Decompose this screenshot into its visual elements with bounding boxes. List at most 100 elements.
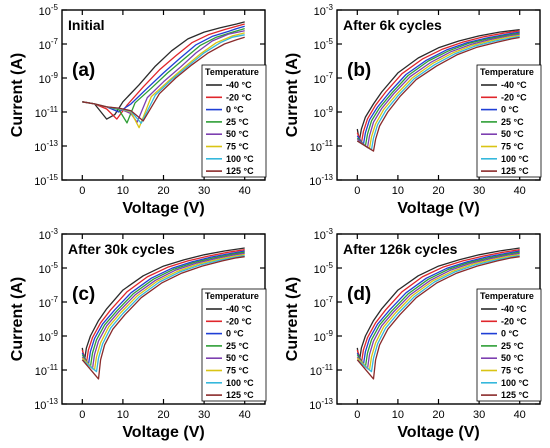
series-line — [82, 23, 245, 120]
y-tick-label: 10-5 — [314, 37, 334, 52]
series-line — [82, 21, 245, 120]
x-tick-label: 20 — [157, 409, 169, 421]
series-line — [81, 256, 245, 380]
legend-entry: -20 °C — [501, 92, 527, 102]
x-axis-label: Voltage (V) — [122, 424, 204, 441]
legend: Temperature -40 °C -20 °C 0 °C 25 °C 50 °C 75 … — [476, 288, 542, 402]
legend: Temperature -40 °C -20 °C 0 °C 25 °C 50 °C 75 … — [201, 64, 267, 178]
y-tick-label: 10-13 — [34, 139, 58, 154]
x-axis-label: Voltage (V) — [397, 200, 479, 217]
y-tick-label: 10-5 — [39, 261, 59, 276]
legend-entry: 50 °C — [226, 129, 249, 139]
y-tick-label: 10-13 — [309, 397, 333, 412]
x-tick-label: 0 — [79, 185, 85, 197]
x-tick-label: 40 — [239, 409, 251, 421]
legend-entry: -40 °C — [226, 80, 252, 90]
legend-entry: 25 °C — [501, 117, 524, 127]
legend-entry: 75 °C — [226, 142, 249, 152]
series-line — [356, 253, 520, 371]
y-tick-label: 10-9 — [314, 105, 334, 120]
x-tick-label: 20 — [157, 185, 169, 197]
y-tick-label: 10-9 — [314, 329, 334, 344]
legend-entry: -40 °C — [226, 304, 252, 314]
legend-title: Temperature — [480, 67, 534, 77]
legend-title: Temperature — [205, 291, 259, 301]
x-tick-label: 0 — [354, 409, 360, 421]
legend-entry: 25 °C — [501, 341, 524, 351]
y-tick-label: 10-13 — [309, 173, 333, 188]
x-tick-label: 40 — [514, 185, 526, 197]
panel-title: Initial — [68, 17, 105, 33]
series-line — [81, 252, 245, 370]
legend-entry: 25 °C — [226, 341, 249, 351]
series-line — [356, 249, 520, 364]
x-tick-label: 10 — [117, 185, 129, 197]
series-line — [81, 251, 245, 368]
legend-entry: 100 °C — [226, 378, 254, 388]
legend-entry: 0 °C — [226, 329, 244, 339]
y-tick-label: 10-15 — [34, 173, 58, 188]
x-tick-label: 20 — [432, 185, 444, 197]
legend-title: Temperature — [205, 67, 259, 77]
x-tick-label: 10 — [392, 185, 404, 197]
y-tick-label: 10-11 — [310, 139, 334, 154]
panel-label: (a) — [72, 60, 95, 81]
y-tick-label: 10-11 — [35, 363, 59, 378]
series-line — [356, 31, 520, 146]
legend-entry: 50 °C — [501, 353, 524, 363]
chart-panel-a: 0 10 20 30 40 10-15 10-13 10-11 10-9 10-7 10-5 Volt… — [9, 3, 267, 217]
x-tick-label: 30 — [198, 409, 210, 421]
legend-entry: 50 °C — [226, 353, 249, 363]
legend-entry: 0 °C — [501, 329, 519, 339]
x-tick-label: 0 — [354, 185, 360, 197]
chart-panel-c: 0 10 20 30 40 10-13 10-11 10-9 10-7 10-5 10-3 Volta… — [9, 227, 267, 441]
legend-entry: -20 °C — [226, 316, 252, 326]
series-line — [356, 34, 520, 150]
panel-label: (b) — [347, 60, 371, 81]
x-tick-label: 30 — [198, 185, 210, 197]
y-tick-label: 10-13 — [34, 397, 58, 412]
series-line — [356, 32, 520, 147]
legend-entry: 0 °C — [226, 105, 244, 115]
series-line — [81, 247, 245, 363]
x-tick-label: 10 — [117, 409, 129, 421]
series-line — [81, 253, 245, 371]
x-tick-label: 0 — [79, 409, 85, 421]
y-tick-label: 10-7 — [314, 71, 334, 86]
panel-label: (c) — [72, 284, 95, 305]
series-line — [356, 36, 520, 152]
series-line — [82, 36, 245, 122]
x-tick-label: 40 — [239, 185, 251, 197]
legend-entry: 125 °C — [501, 390, 529, 400]
series-line — [356, 35, 520, 151]
series-line — [356, 28, 520, 142]
legend-entry: 100 °C — [501, 154, 529, 164]
legend-entry: 50 °C — [501, 129, 524, 139]
panel-label: (d) — [347, 284, 371, 305]
series-lines — [81, 247, 245, 380]
legend: Temperature -40 °C -20 °C 0 °C 25 °C 50 °C 75 … — [476, 64, 542, 178]
legend-entry: 25 °C — [226, 117, 249, 127]
panel-title: After 126k cycles — [343, 241, 458, 257]
legend-title: Temperature — [480, 291, 534, 301]
legend: Temperature -40 °C -20 °C 0 °C 25 °C 50 °C 75 … — [201, 288, 267, 402]
series-lines — [356, 28, 520, 152]
y-tick-label: 10-3 — [314, 3, 334, 18]
y-tick-label: 10-7 — [39, 37, 59, 52]
legend-entry: -20 °C — [226, 92, 252, 102]
series-line — [81, 255, 245, 373]
x-axis-label: Voltage (V) — [397, 424, 479, 441]
legend-entry: 125 °C — [501, 166, 529, 176]
series-line — [81, 250, 245, 366]
legend-entry: 100 °C — [226, 154, 254, 164]
series-line — [356, 251, 520, 368]
legend-entry: 75 °C — [501, 366, 524, 376]
x-tick-label: 20 — [432, 409, 444, 421]
series-lines — [356, 247, 520, 380]
y-axis-label: Current (A) — [284, 53, 301, 137]
legend-entry: 125 °C — [226, 390, 254, 400]
legend-entry: 125 °C — [226, 166, 254, 176]
series-line — [356, 33, 520, 149]
legend-entry: -20 °C — [501, 316, 527, 326]
